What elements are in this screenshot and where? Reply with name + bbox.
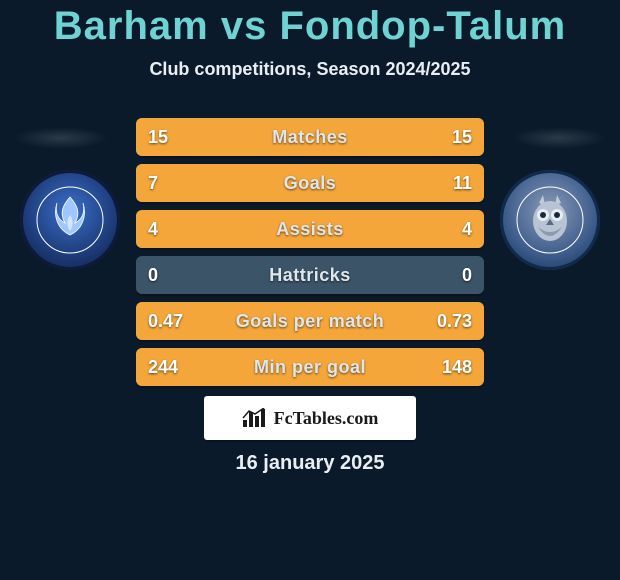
team-badge-right [500,170,600,270]
stat-bar: 0.470.73Goals per match [136,302,484,340]
subtitle: Club competitions, Season 2024/2025 [0,59,620,80]
stat-label: Min per goal [136,348,484,386]
stat-bar: 244148Min per goal [136,348,484,386]
comparison-card: Barham vs Fondop-Talum Club competitions… [0,0,620,580]
stat-label: Hattricks [136,256,484,294]
branding-text: FcTables.com [274,408,379,429]
stat-label: Matches [136,118,484,156]
shadow-right [512,127,606,149]
shadow-left [14,127,108,149]
bar-chart-icon [242,408,268,428]
stat-label: Goals [136,164,484,202]
phoenix-icon [35,185,105,255]
stat-label: Assists [136,210,484,248]
date-stamp: 16 january 2025 [0,452,620,475]
stat-bar: 44Assists [136,210,484,248]
stat-bar: 00Hattricks [136,256,484,294]
page-title: Barham vs Fondop-Talum [0,4,620,49]
team-badge-left [20,170,120,270]
stat-bar: 1515Matches [136,118,484,156]
owl-icon [515,185,585,255]
stat-bar: 711Goals [136,164,484,202]
branding-badge: FcTables.com [204,396,416,440]
stats-bars: 1515Matches 711Goals 44Assists 00Hattricks 0… [136,118,484,394]
stat-label: Goals per match [136,302,484,340]
